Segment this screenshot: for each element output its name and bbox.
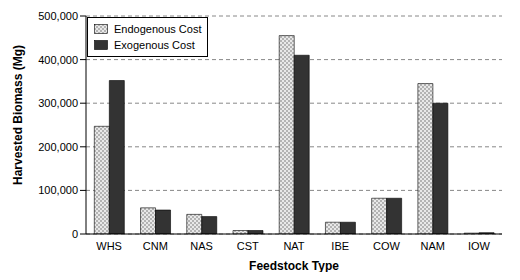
svg-text:Feedstock Type: Feedstock Type [249, 259, 339, 272]
svg-text:100,000: 100,000 [38, 184, 78, 196]
svg-text:200,000: 200,000 [38, 141, 78, 153]
svg-text:NAT: NAT [283, 240, 304, 252]
svg-text:IOW: IOW [468, 240, 491, 252]
html-text:Endogenous Cost: Endogenous Cost [114, 23, 202, 35]
svg-text:400,000: 400,000 [38, 54, 78, 66]
svg-text:0: 0 [72, 228, 78, 240]
svg-text:500,000: 500,000 [38, 10, 78, 22]
html-text:Exogenous Cost: Exogenous Cost [114, 39, 195, 51]
svg-text:WHS: WHS [96, 240, 122, 252]
svg-text:CNM: CNM [143, 240, 168, 252]
svg-text:CST: CST [237, 240, 259, 252]
svg-text:COW: COW [373, 240, 401, 252]
svg-text:IBE: IBE [331, 240, 349, 252]
svg-text:NAS: NAS [190, 240, 213, 252]
svg-text:Harvested Biomass (Mg): Harvested Biomass (Mg) [11, 45, 25, 185]
svg-text:300,000: 300,000 [38, 97, 78, 109]
svg-text:NAM: NAM [420, 240, 444, 252]
